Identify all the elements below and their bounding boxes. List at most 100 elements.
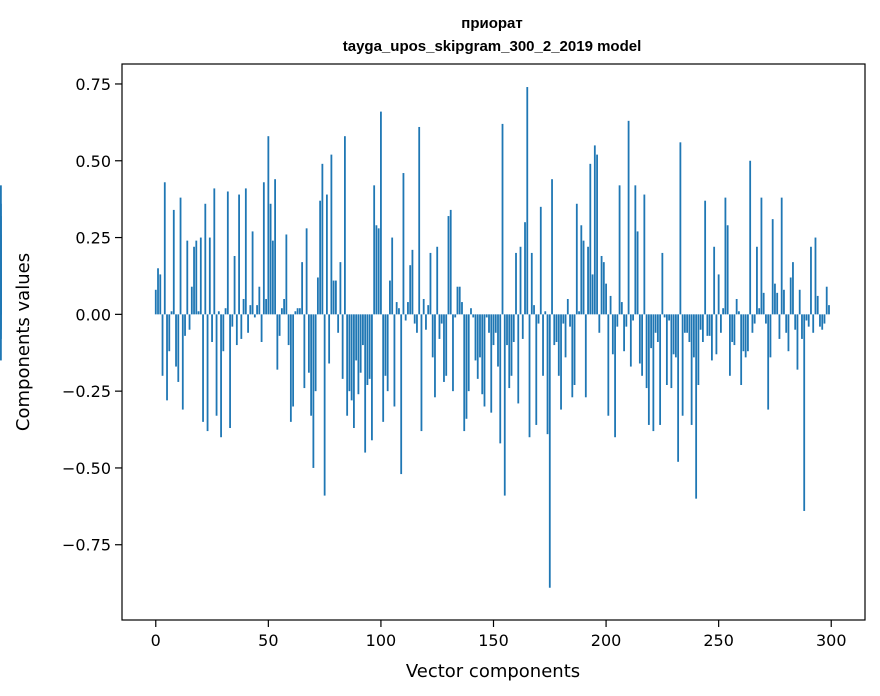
bar-185 [571,314,574,398]
bar-89 [355,314,358,361]
bar-80 [334,280,337,315]
bar-110 [402,173,405,315]
bar-268 [758,308,761,315]
bar-83 [341,314,344,379]
bar-172 [542,314,544,376]
bar-143 [476,314,479,379]
bar-266 [753,314,756,324]
bar-218 [645,314,648,389]
bar-66 [303,314,306,389]
bar-126 [438,314,441,339]
bar-23 [206,314,209,432]
bar-245 [706,314,709,336]
bar-181 [562,314,565,324]
bar-254 [726,225,729,315]
bar-295 [819,314,821,327]
bar-263 [747,314,749,352]
bar-51 [269,203,272,315]
bar-272 [767,314,770,410]
bar-215 [638,314,641,364]
bar-84 [344,136,346,315]
bar-69 [310,314,313,416]
bar-226 [663,314,666,318]
bar-136 [461,302,463,315]
bar-190 [582,240,585,315]
bar-132 [452,314,454,392]
bar-256 [731,314,734,342]
bar-140 [470,308,472,315]
bar-227 [665,314,668,385]
bar-108 [398,308,400,315]
x-axis-label: Vector components [406,661,580,682]
bar-17 [193,246,195,315]
bars-group [0,87,830,588]
bar-98 [375,225,378,315]
bar-52 [271,240,274,315]
bar-198 [600,255,603,315]
bar-171 [539,206,542,315]
bar-138 [465,314,468,419]
bar-251 [720,314,722,333]
bar-145 [481,314,484,395]
bar-46 [258,286,261,315]
bar-298 [825,286,828,315]
bar-248 [713,246,716,315]
bar-100 [380,111,382,315]
bar-165 [526,87,529,315]
bar-115 [413,314,416,324]
bar-213 [634,185,637,315]
bar-78 [330,154,333,315]
bar-278 [780,197,783,315]
bar-22 [204,203,207,315]
bar-90 [357,314,360,395]
bar-73 [319,200,322,315]
bar-70 [312,314,315,468]
bar-200 [605,283,607,315]
bar-2 [159,274,162,315]
bar-135 [458,286,461,315]
bar-163 [521,314,524,339]
bar-270 [762,292,765,315]
bar-75 [323,314,326,496]
y-tick-label: −0.50 [62,459,111,478]
x-tick-label: 300 [816,631,847,650]
bar-240 [695,314,698,499]
x-tick-label: 250 [703,631,734,650]
bar-105 [391,237,394,315]
bar-174 [546,314,549,435]
bar-173 [544,311,547,315]
bar-103 [386,314,389,392]
bar-158 [510,314,513,376]
bar-286 [798,289,801,315]
bar-3 [161,314,164,376]
bar-9 [175,314,177,367]
bar-58 [285,234,288,315]
bar-127 [440,314,443,324]
bar-210 [627,120,630,315]
bar-53 [274,179,276,315]
bar-37 [238,194,240,315]
bar-107 [395,302,398,315]
bar-61 [292,314,295,407]
bar-19 [197,311,200,315]
x-axis: 0 50 100 150 200 250 300 [151,620,847,650]
x-tick-label: 50 [258,631,278,650]
bar-154 [501,123,504,315]
bar-192 [587,246,589,315]
bar-224 [659,314,662,425]
bar-170 [537,314,540,324]
bar-191 [584,314,587,398]
bar-82 [339,262,342,315]
bar-265 [751,314,754,333]
bar-255 [729,314,731,376]
bar-285 [796,314,799,370]
bar-294 [816,295,819,315]
bar-222 [654,314,657,333]
bar-137 [463,314,466,432]
bar-211 [629,314,632,367]
bar-291 [810,246,812,315]
bar-49 [265,298,267,315]
bar-77 [328,314,331,364]
y-tick-label: −0.25 [62,382,111,401]
bar-243 [701,314,704,342]
